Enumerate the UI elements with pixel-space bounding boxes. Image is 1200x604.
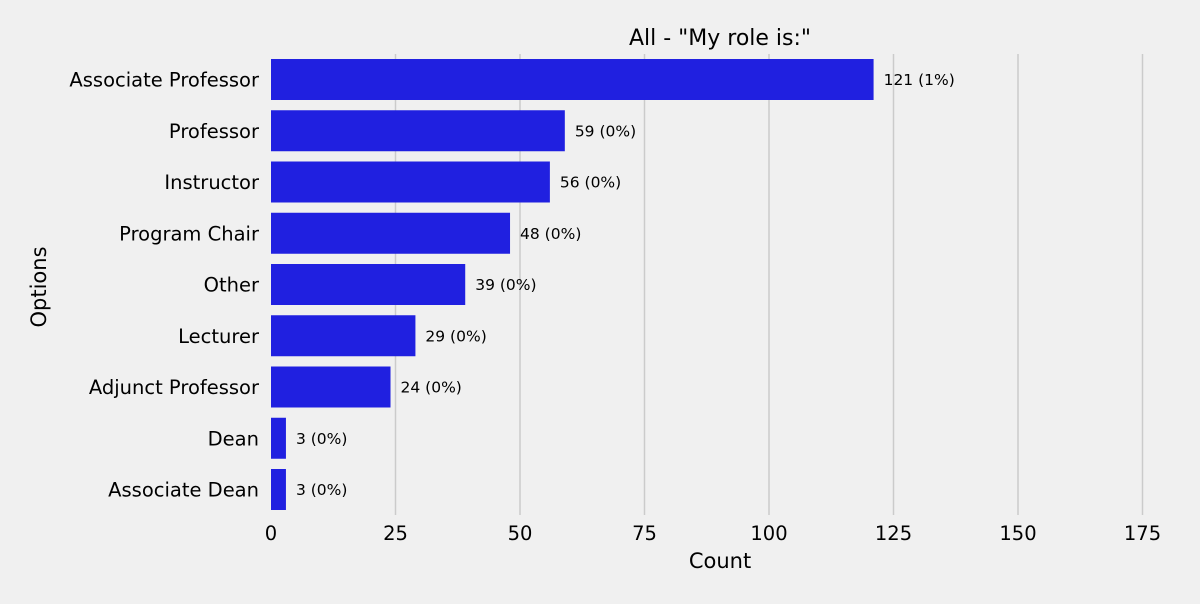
category-label: Associate Dean <box>108 479 259 502</box>
x-tick-labels: 0 25 50 75 100 125 150 175 <box>265 522 1161 545</box>
category-label: Lecturer <box>178 325 260 348</box>
x-tick-label: 25 <box>383 522 408 545</box>
category-label: Adjunct Professor <box>89 376 260 399</box>
bar-value-label: 24 (0%) <box>401 379 462 397</box>
category-labels: Associate Professor Professor Instructor Pr… <box>69 69 260 502</box>
chart-title: All - "My role is:" <box>629 26 811 51</box>
x-tick-label: 0 <box>265 522 277 545</box>
category-label: Dean <box>208 427 259 450</box>
bar-value-label: 39 (0%) <box>475 276 536 294</box>
bar <box>271 110 565 152</box>
x-tick-label: 175 <box>1124 522 1161 545</box>
bar-value-label: 3 (0%) <box>296 430 347 448</box>
bars <box>271 59 874 510</box>
bar-value-label: 59 (0%) <box>575 122 636 140</box>
x-axis-label: Count <box>689 549 751 573</box>
bar <box>271 59 874 100</box>
bar <box>271 264 466 305</box>
category-label: Instructor <box>164 171 260 194</box>
bar-value-label: 29 (0%) <box>425 327 486 345</box>
bar-value-label: 48 (0%) <box>520 225 581 243</box>
value-labels: 121 (1%) 59 (0%) 56 (0%) 48 (0%) 39 (0%) 29 (… <box>296 71 955 499</box>
category-label: Other <box>204 274 260 297</box>
bar-value-label: 121 (1%) <box>884 71 955 89</box>
bar <box>271 212 511 254</box>
x-tick-label: 125 <box>875 522 912 545</box>
x-tick-label: 75 <box>632 522 657 545</box>
bar <box>271 366 391 408</box>
x-tick-label: 50 <box>508 522 533 545</box>
bar-value-label: 3 (0%) <box>296 481 347 499</box>
bar <box>271 417 286 459</box>
bar <box>271 469 286 510</box>
category-label: Associate Professor <box>69 69 260 92</box>
bar <box>271 161 550 203</box>
bar-value-label: 56 (0%) <box>560 174 621 192</box>
category-label: Program Chair <box>119 222 260 245</box>
y-axis-label: Options <box>27 246 51 327</box>
x-tick-label: 150 <box>999 522 1036 545</box>
category-label: Professor <box>169 120 260 143</box>
bar <box>271 315 416 357</box>
x-tick-label: 100 <box>750 522 787 545</box>
